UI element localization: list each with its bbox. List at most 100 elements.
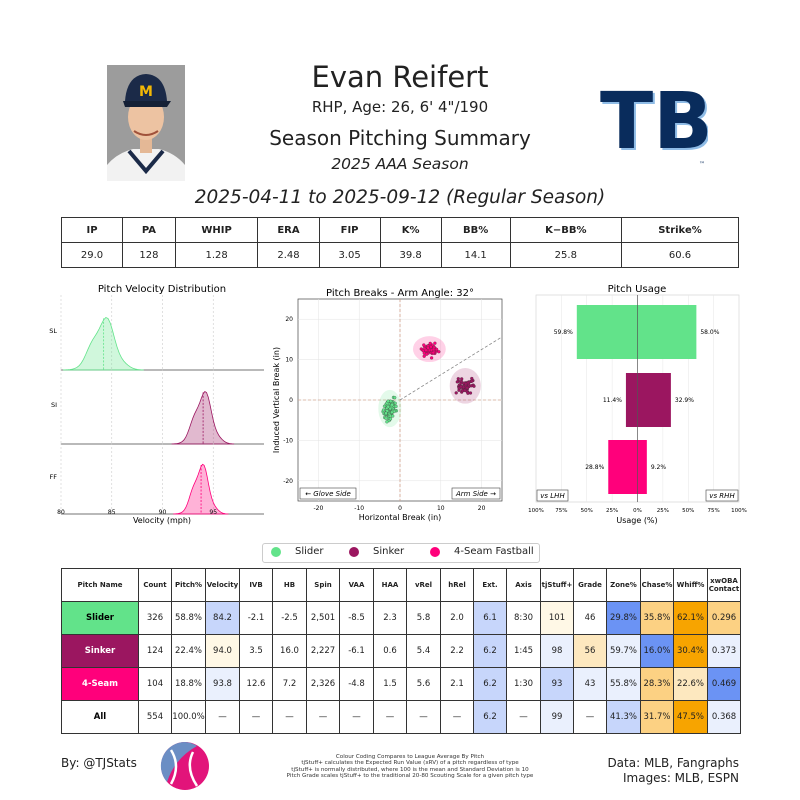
break-point-sinker <box>459 384 463 389</box>
breaks-y-tick: 20 <box>285 316 293 323</box>
usage-chart-xlabel: Usage (%) <box>616 516 657 525</box>
pitch-table-cell: 2.0 <box>440 601 474 635</box>
pitch-table-cell: — <box>205 700 240 734</box>
pitch-table-cell: 2,227 <box>306 634 340 668</box>
break-point-slider <box>388 414 393 418</box>
pitch-table-cell: -2.5 <box>272 601 307 635</box>
pitch-table-cell: 84.2 <box>205 601 240 635</box>
pitch-table-cell: 3.5 <box>239 634 273 668</box>
legend-swatch <box>271 546 281 557</box>
pitch-table-cell: — <box>573 700 607 734</box>
color-coding-note: Colour Coding Compares to League Average… <box>286 754 534 780</box>
pitch-table-header: Spin <box>306 568 340 602</box>
pitch-table-cell: 93 <box>540 667 574 701</box>
pitch-table-cell: 104 <box>138 667 172 701</box>
usage-chart-title: Pitch Usage <box>608 284 667 295</box>
pitch-table-cell: 16.0% <box>640 634 674 668</box>
pitch-table-cell: 0.368 <box>707 700 741 734</box>
pitch-table-cell: 46 <box>573 601 607 635</box>
pitch-table-cell: -4.8 <box>339 667 374 701</box>
usage-bar-sinker <box>625 373 671 427</box>
vs-rhh-box <box>705 489 739 502</box>
pitch-table-cell: 22.6% <box>673 667 708 701</box>
break-point-sinker <box>470 376 474 381</box>
pitch-table-cell: 47.5% <box>673 700 708 734</box>
breaks-x-tick: 0 <box>398 505 402 512</box>
pitch-table-header: VAA <box>339 568 374 602</box>
pitch-table-cell: 0.6 <box>373 634 407 668</box>
pitch-table-row: 4-Seam 104 18.8% 93.8 12.6 7.2 2,326 -4.8 1.5 5.6… <box>61 667 741 701</box>
break-point-sinker <box>463 388 467 393</box>
velocity-tick-label: 95 <box>209 509 217 516</box>
svg-text:M: M <box>139 84 153 100</box>
velocity-chart-xlabel: Velocity (mph) <box>133 516 191 525</box>
break-point-fastball <box>431 350 435 355</box>
pitch-table-row: Sinker 124 22.4% 94.0 3.5 16.0 2,227 -6.1 0.6 5.4… <box>61 634 741 668</box>
usage-bar-4-seam-fastball <box>608 440 647 494</box>
pitch-table-cell: — <box>440 700 474 734</box>
pitch-table-header: Ext. <box>473 568 507 602</box>
pitch-table-header: Count <box>138 568 172 602</box>
pitch-table-cell: 6.2 <box>473 700 507 734</box>
break-point-sinker <box>460 377 464 381</box>
breaks-y-tick: 0 <box>289 397 293 404</box>
pitch-table-header: vRel <box>406 568 441 602</box>
break-point-fastball <box>437 350 441 354</box>
date-range: 2025-04-11 to 2025-09-12 (Regular Season… <box>194 187 606 208</box>
pitch-table-cell: 2,501 <box>306 601 340 635</box>
pitch-breaks-chart: Pitch Breaks - Arm Angle: 32° Horizontal… <box>272 288 503 522</box>
stat-header: ERA <box>257 217 320 243</box>
pitch-table-cell: 31.7% <box>640 700 674 734</box>
vs-rhh-label: vs RHH <box>709 492 735 500</box>
break-point-slider <box>385 420 389 424</box>
break-point-sinker <box>466 391 470 395</box>
usage-tick-label: 50% <box>682 508 694 514</box>
pitch-table-cell: 22.4% <box>171 634 206 668</box>
trademark-mark: ™ <box>699 161 705 168</box>
break-point-fastball <box>422 343 426 347</box>
usage-lhh-value: 28.8% <box>585 464 604 471</box>
pitch-table-cell: 124 <box>138 634 172 668</box>
pitch-table-header: Velocity <box>205 568 240 602</box>
break-point-fastball <box>428 341 432 346</box>
pitch-name-cell: 4-Seam <box>61 667 139 701</box>
legend-swatch <box>349 546 359 557</box>
stat-value: 39.8 <box>379 242 442 268</box>
pitch-table-cell: 93.8 <box>205 667 240 701</box>
stat-value: 1.28 <box>174 242 259 268</box>
usage-lhh-value: 59.8% <box>554 329 573 336</box>
glove-side-box <box>299 487 357 500</box>
season-stats-table: IP PA WHIP ERA FIP K% BB% K−BB% Strike% 29.0 128 1… <box>60 217 740 268</box>
break-point-fastball <box>422 354 426 358</box>
pitch-table-cell: 56 <box>573 634 607 668</box>
pitch-table-cell: 43 <box>573 667 607 701</box>
pitch-table-cell: 2.3 <box>373 601 407 635</box>
stat-value: 128 <box>122 242 176 268</box>
pitch-table-cell: -2.1 <box>239 601 273 635</box>
pitch-table-cell: 8:30 <box>506 601 541 635</box>
pitch-table-cell: 41.3% <box>606 700 641 734</box>
breaks-y-tick: -20 <box>283 478 293 485</box>
usage-lhh-value: 11.4% <box>603 397 622 404</box>
pitch-table-row: Slider 326 58.8% 84.2 -2.1 -2.5 2,501 -8.5 2.3 5.… <box>61 601 741 635</box>
pitch-table-cell: 55.8% <box>606 667 641 701</box>
velocity-tick-label: 85 <box>108 509 116 516</box>
report-title: Season Pitching Summary <box>269 126 531 150</box>
usage-tick-label: 75% <box>708 508 720 514</box>
velocity-distribution-chart: Pitch Velocity Distribution Velocity (mp… <box>49 284 264 525</box>
stat-value: 2.48 <box>257 242 320 268</box>
stat-value: 60.6 <box>620 242 740 268</box>
usage-rhh-value: 32.9% <box>675 397 694 404</box>
player-headshot: M <box>107 65 185 181</box>
break-point-sinker <box>469 384 474 388</box>
usage-tick-label: 100% <box>528 508 544 514</box>
break-point-sinker <box>465 386 469 390</box>
breaks-x-tick: 10 <box>437 505 445 512</box>
pitch-table-cell: 1:30 <box>506 667 541 701</box>
pitch-table-cell: 18.8% <box>171 667 206 701</box>
pitch-table-cell: 326 <box>138 601 172 635</box>
break-point-slider <box>393 395 397 400</box>
pitch-table-cell: 100.0% <box>171 700 206 734</box>
stat-header: K−BB% <box>509 217 622 243</box>
pitch-table-cell: 2.2 <box>440 634 474 668</box>
